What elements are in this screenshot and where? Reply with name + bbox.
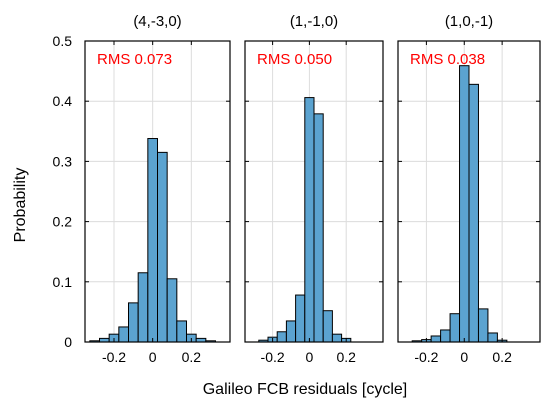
histogram-bar	[459, 65, 470, 343]
histogram-bar	[449, 313, 461, 343]
histogram-bar	[147, 138, 158, 343]
x-tick-label: -0.2	[102, 349, 126, 365]
x-tick-label: -0.2	[261, 349, 285, 365]
x-tick-label: 0	[149, 349, 157, 365]
panel-title: (1,-1,0)	[290, 13, 338, 30]
x-tick-label: 0.2	[492, 349, 512, 365]
histogram-bar	[304, 97, 315, 343]
y-tick-label: 0.2	[53, 214, 73, 230]
x-axis-label: Galileo FCB residuals [cycle]	[203, 381, 408, 398]
y-tick-label: 0.4	[53, 93, 73, 109]
panel-3: -0.2 0 0.2 (1,0,-1) RMS 0.038	[397, 13, 541, 365]
x-tick-label: 0.2	[182, 349, 202, 365]
y-tick-label: 0.5	[53, 33, 73, 49]
histogram-bar	[137, 272, 149, 343]
histogram-bar	[295, 294, 306, 343]
histogram-bar	[477, 308, 489, 343]
histogram-bar	[128, 302, 139, 343]
histogram-bar	[166, 278, 178, 343]
y-tick-label: 0.3	[53, 153, 73, 169]
plot-frame	[244, 40, 384, 343]
histogram-bar	[285, 320, 297, 343]
panel-1: -0.2 0 0.2 0 0.1 0.2 0.3 0.4 0.5 (4,-3,0) RMS 0.07…	[53, 13, 231, 365]
histogram-bar	[157, 151, 168, 343]
histogram-bar	[276, 331, 287, 343]
rms-annotation: RMS 0.073	[97, 51, 172, 68]
histogram-bar	[468, 83, 479, 343]
plot-frame	[397, 40, 541, 343]
histogram-bar	[430, 335, 442, 343]
histogram-bar	[313, 113, 324, 343]
histogram-bar	[331, 333, 343, 343]
x-tick-label: 0	[460, 349, 468, 365]
y-tick-label: 0	[64, 334, 72, 350]
histogram-bar	[487, 332, 498, 343]
panel-title: (1,0,-1)	[445, 13, 493, 30]
rms-annotation: RMS 0.050	[257, 51, 332, 68]
rms-annotation: RMS 0.038	[410, 51, 485, 68]
x-tick-label: 0.2	[336, 349, 356, 365]
histogram-bar	[118, 326, 130, 343]
panel-2: -0.2 0 0.2 (1,-1,0) RMS 0.050	[244, 13, 384, 365]
x-tick-label: 0	[306, 349, 314, 365]
x-tick-label: -0.2	[414, 349, 438, 365]
histogram-bar	[322, 310, 333, 343]
y-tick-label: 0.1	[53, 274, 73, 290]
histogram-bar	[176, 320, 187, 343]
y-axis-label: Probability	[12, 168, 29, 243]
histogram-bar	[440, 329, 451, 343]
plot-frame	[84, 40, 231, 343]
panel-title: (4,-3,0)	[133, 13, 181, 30]
panels: -0.2 0 0.2 0 0.1 0.2 0.3 0.4 0.5 (4,-3,0) RMS 0.07…	[53, 13, 541, 365]
